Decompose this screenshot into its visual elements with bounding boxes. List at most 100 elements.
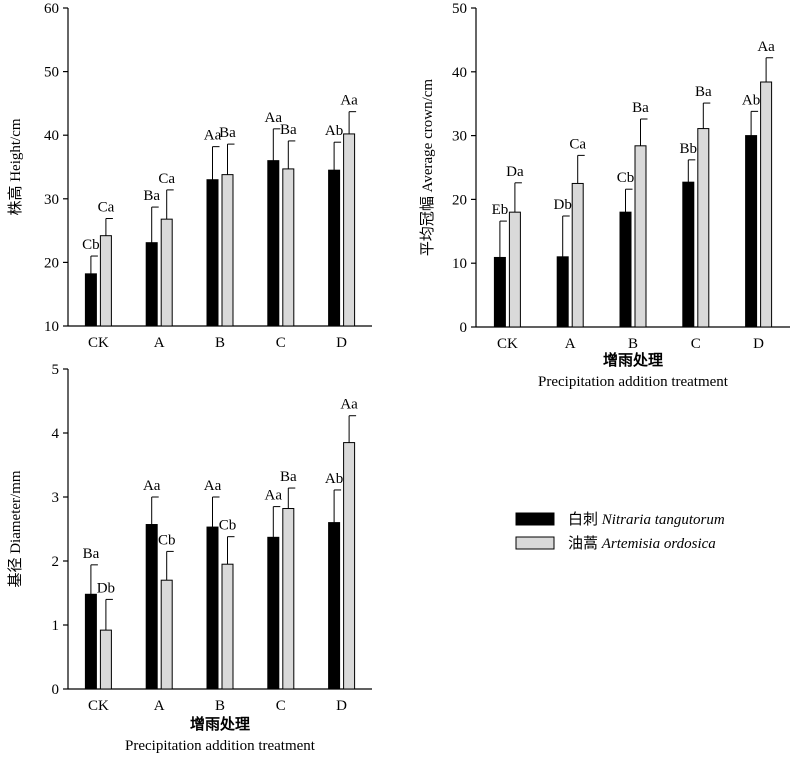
bar [760, 81, 773, 328]
bar [328, 522, 341, 690]
significance-label: Cb [219, 518, 237, 534]
significance-label: Ba [280, 122, 297, 138]
y-tick-label: 4 [52, 426, 60, 442]
x-tick-label: B [215, 698, 225, 714]
legend: 白刺 Nitraria tangutorum 油蒿 Artemisia ordo… [515, 511, 725, 552]
significance-label: Aa [143, 478, 161, 494]
x-tick-label: D [336, 698, 347, 714]
x-tick-label: A [154, 698, 165, 714]
significance-label: Db [97, 580, 115, 596]
bar [160, 218, 173, 327]
x-tick-label: B [628, 336, 638, 352]
significance-label: Aa [265, 488, 283, 504]
legend-latin-nitraria: Nitraria tangutorum [601, 512, 725, 528]
bar [145, 242, 158, 327]
x-tick-label: D [336, 335, 347, 351]
y-tick-label: 5 [52, 362, 60, 378]
legend-zh-nitraria: 白刺 [568, 511, 598, 528]
y-tick-label: 60 [44, 1, 59, 17]
significance-label: Ba [219, 125, 236, 141]
bar [221, 174, 234, 327]
y-tick-label: 10 [44, 319, 59, 335]
y-tick-label: 30 [44, 192, 59, 208]
y-tick-label: 2 [52, 554, 60, 570]
significance-label: Aa [340, 397, 358, 413]
significance-label: Ab [325, 471, 343, 487]
significance-label: Ba [280, 469, 297, 485]
bar [343, 442, 356, 690]
bar [634, 145, 647, 328]
significance-label: Db [554, 197, 572, 213]
bar [267, 536, 280, 690]
significance-label: Aa [204, 478, 222, 494]
significance-label: Ca [569, 136, 586, 152]
significance-label: Aa [340, 93, 358, 109]
y-tick-label: 3 [52, 490, 60, 506]
bar [206, 526, 219, 690]
bar [145, 524, 158, 690]
bar [571, 182, 584, 328]
legend-latin-artemisia: Artemisia ordosica [601, 536, 716, 552]
bar [206, 179, 219, 327]
x-tick-label: A [154, 335, 165, 351]
bar [682, 181, 695, 328]
y-axis-label: 基径 Diameter/mm [7, 470, 24, 587]
significance-label: Ba [632, 100, 649, 116]
significance-label: Ca [98, 200, 115, 216]
bar [619, 211, 632, 328]
y-tick-label: 10 [452, 256, 467, 272]
x-axis-label-zh: 增雨处理 [603, 351, 663, 369]
x-axis-label-zh: 增雨处理 [190, 715, 250, 733]
significance-label: Ab [325, 123, 343, 139]
significance-label: Eb [492, 202, 509, 218]
bar [84, 593, 97, 690]
x-tick-label: CK [497, 336, 518, 352]
x-tick-label: C [691, 336, 701, 352]
diameter-chart: 0 1 2 3 4 5 基径 Diameter/mm CK Ba Db A Aa Cb B Aa Cb C Aa B… [7, 362, 372, 754]
bar [99, 235, 112, 327]
y-tick-label: 20 [44, 255, 59, 271]
x-tick-label: C [276, 335, 286, 351]
y-tick-label: 1 [52, 618, 60, 634]
bar [99, 629, 112, 690]
significance-label: Da [506, 164, 524, 180]
bar [160, 579, 173, 690]
x-axis-label-en: Precipitation addition treatment [538, 374, 729, 390]
significance-label: Cb [82, 237, 100, 253]
legend-zh-artemisia: 油蒿 [568, 535, 598, 552]
bar [697, 128, 710, 328]
bar [282, 508, 295, 690]
bar [493, 256, 506, 328]
bar [508, 211, 521, 328]
x-tick-label: D [753, 336, 764, 352]
y-tick-label: 50 [452, 1, 467, 17]
significance-label: Ca [158, 171, 175, 187]
significance-label: Ba [83, 546, 100, 562]
crown-chart: 0 10 20 30 40 50 平均冠幅 Average crown/cm CK Eb Da A D… [419, 1, 790, 390]
legend-swatch-nitraria [515, 512, 555, 526]
significance-label: Aa [265, 110, 283, 126]
significance-label: Bb [680, 141, 698, 157]
bar [84, 273, 97, 327]
significance-label: Ab [742, 92, 760, 108]
y-tick-label: 40 [44, 128, 59, 144]
y-tick-label: 0 [460, 320, 468, 336]
x-tick-label: C [276, 698, 286, 714]
bar [221, 563, 234, 690]
y-tick-label: 0 [52, 682, 60, 698]
y-tick-label: 20 [452, 192, 467, 208]
significance-label: Aa [757, 39, 775, 55]
x-axis-label-en: Precipitation addition treatment [125, 738, 316, 754]
legend-swatch-artemisia [515, 536, 555, 550]
y-axis-label: 平均冠幅 Average crown/cm [419, 79, 436, 256]
bar [282, 168, 295, 327]
x-tick-label: A [565, 336, 576, 352]
legend-label-nitraria: 白刺 Nitraria tangutorum [568, 511, 725, 528]
y-axis-label: 株高 Height/cm [7, 118, 24, 215]
significance-label: Ba [695, 84, 712, 100]
significance-label: Cb [617, 170, 635, 186]
bar [267, 160, 280, 327]
x-tick-label: CK [88, 335, 109, 351]
